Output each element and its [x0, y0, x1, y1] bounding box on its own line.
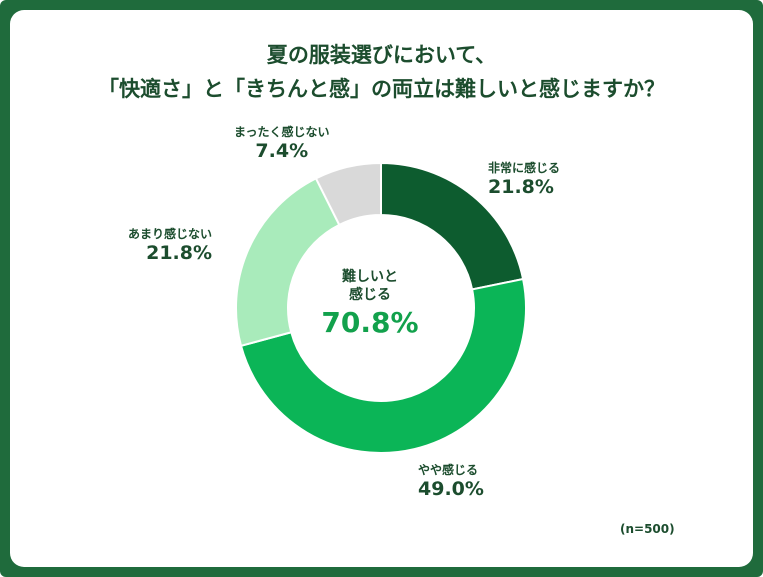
- chart-title: 夏の服装選びにおいて、 「快適さ」と「きちんと感」の両立は難しいと感じますか？: [10, 38, 753, 106]
- label-not-much: あまり感じない 21.8%: [128, 226, 212, 264]
- label-not-much-name: あまり感じない: [128, 227, 213, 241]
- center-value: 70.8%: [321, 306, 419, 339]
- label-very-much: 非常に感じる 21.8%: [488, 160, 560, 198]
- label-not-at-all-name: まったく感じない: [234, 125, 330, 139]
- label-very-much-name: 非常に感じる: [488, 161, 561, 175]
- label-not-at-all-value: 7.4%: [255, 140, 309, 162]
- label-somewhat-value: 49.0%: [418, 478, 484, 500]
- label-somewhat-name: やや感じる: [418, 463, 479, 477]
- label-very-much-value: 21.8%: [488, 176, 554, 198]
- sample-size-note: (n=500): [620, 522, 675, 536]
- label-not-at-all: まったく感じない 7.4%: [234, 124, 330, 162]
- slice-somewhat: [239, 277, 527, 454]
- title-line-1: 夏の服装選びにおいて、: [266, 43, 497, 67]
- donut-center-label: 難しいと 感じる 70.8%: [300, 268, 440, 340]
- center-text-line-2: 感じる: [349, 287, 391, 303]
- title-line-2: 「快適さ」と「きちんと感」の両立は難しいと感じますか？: [98, 77, 665, 101]
- slice-not-at-all: [314, 161, 382, 227]
- center-text-line-1: 難しいと: [342, 269, 398, 285]
- label-somewhat: やや感じる 49.0%: [418, 462, 484, 500]
- label-not-much-value: 21.8%: [146, 242, 213, 264]
- chart-card: 夏の服装選びにおいて、 「快適さ」と「きちんと感」の両立は難しいと感じますか？: [10, 10, 753, 567]
